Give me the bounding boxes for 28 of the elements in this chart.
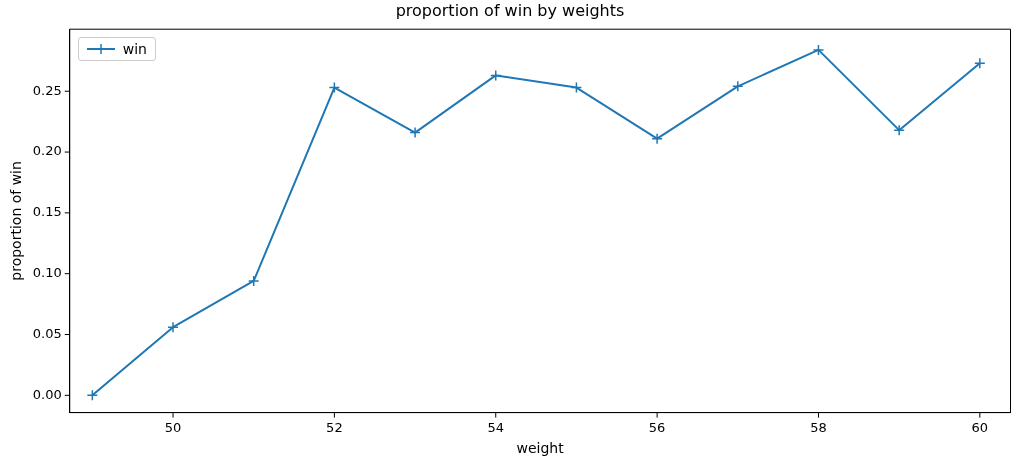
chart-title: proportion of win by weights: [395, 0, 625, 20]
y-tick-label: 0.25: [32, 82, 62, 98]
point: [409, 126, 421, 139]
y-tick-label: 0.20: [32, 143, 62, 159]
y-tick-label: 0.15: [32, 204, 62, 220]
point: [247, 275, 260, 287]
y-axis-title: proportion of win: [8, 161, 25, 281]
point: [651, 132, 663, 145]
point: [974, 57, 986, 70]
point: [490, 69, 502, 82]
y-tick-label: 0.00: [32, 386, 62, 402]
x-tick-label: 52: [326, 419, 343, 435]
x-tick-label: 50: [164, 419, 182, 435]
point: [328, 81, 341, 94]
x-tick-label: 56: [648, 419, 666, 435]
y-tick-label: 0.05: [32, 325, 62, 341]
point: [812, 44, 825, 56]
legend-label: win: [122, 41, 147, 58]
y-tick-label: 0.10: [32, 265, 62, 281]
x-tick-label: 54: [487, 419, 505, 435]
x-axis-title: weight: [516, 440, 565, 457]
point: [167, 321, 179, 333]
point: [893, 124, 905, 136]
point: [570, 81, 583, 94]
point: [732, 80, 744, 93]
x-tick-label: 60: [971, 419, 989, 435]
x-tick-label: 58: [810, 419, 827, 435]
point: [86, 389, 99, 402]
